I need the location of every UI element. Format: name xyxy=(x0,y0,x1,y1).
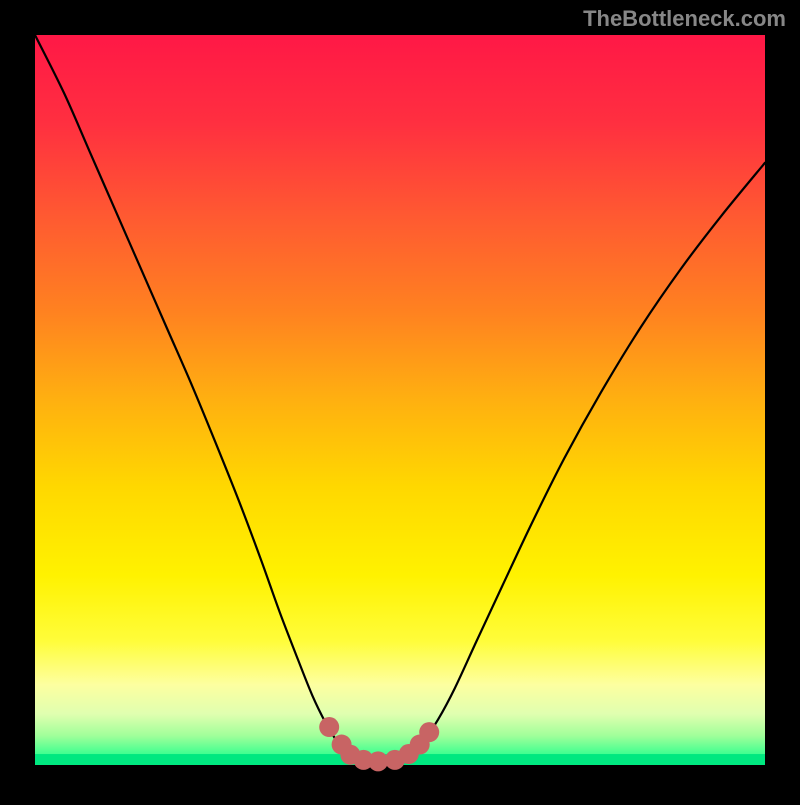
watermark: TheBottleneck.com xyxy=(583,6,786,32)
watermark-text: TheBottleneck.com xyxy=(583,6,786,31)
marker-point xyxy=(319,717,339,737)
chart-svg xyxy=(0,0,800,800)
chart-container xyxy=(0,0,800,805)
plot-background xyxy=(35,35,765,765)
marker-point xyxy=(419,722,439,742)
